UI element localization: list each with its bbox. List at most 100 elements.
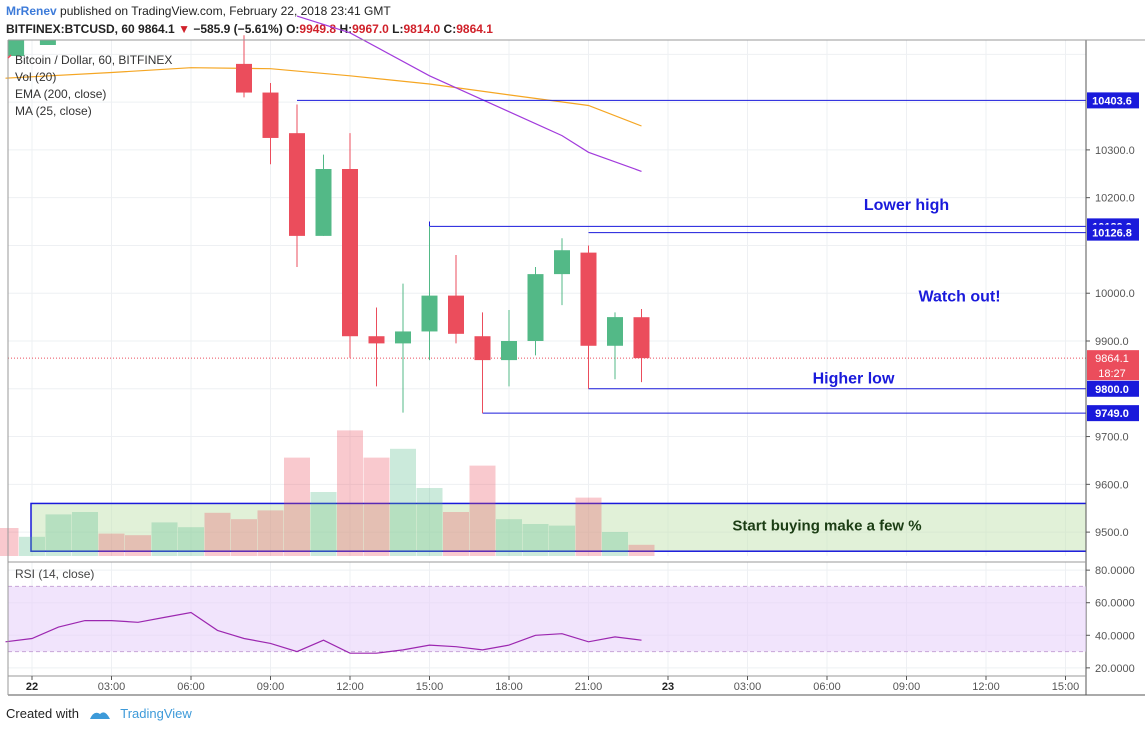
- price-axis-label: 9600.0: [1095, 479, 1129, 491]
- volume-bar: [416, 488, 443, 556]
- rsi-axis-label: 80.0000: [1095, 565, 1135, 577]
- candle-body: [448, 295, 464, 334]
- volume-bar: [628, 544, 655, 556]
- legend-item: Vol (20): [15, 70, 56, 84]
- candle-body: [262, 92, 279, 138]
- volume-bar: [19, 536, 45, 556]
- last-price-tag: [1087, 350, 1139, 381]
- ma-line: [296, 15, 642, 172]
- candle-body: [342, 169, 358, 337]
- candle-body: [474, 336, 491, 361]
- price-axis-label: 9500.0: [1095, 527, 1129, 539]
- last-price: 9864.1: [138, 22, 175, 36]
- price-tag: [1087, 405, 1139, 422]
- volume-bar: [125, 535, 151, 556]
- volume-bar: [0, 528, 19, 556]
- volume-bar: [549, 525, 575, 556]
- candle-body: [236, 63, 252, 93]
- candle-body: [607, 317, 623, 346]
- rsi-axis-label: 60.0000: [1095, 598, 1135, 610]
- volume-bar: [443, 512, 469, 556]
- annotation-text: Watch out!: [918, 289, 1000, 306]
- price-tag-label: 10126.8: [1092, 228, 1132, 240]
- buy-zone-box: [30, 502, 1093, 552]
- volume-bar: [178, 527, 204, 556]
- rsi-line: [5, 611, 642, 654]
- volume-bar: [602, 532, 628, 556]
- candle-body: [368, 336, 385, 344]
- ema-line: [5, 67, 642, 127]
- time-axis-label: 15:00: [1052, 681, 1080, 693]
- author-link[interactable]: MrRenev: [6, 4, 57, 18]
- price-tag-label: 10403.6: [1092, 95, 1132, 107]
- volume-bar: [575, 497, 602, 556]
- volume-bar: [257, 510, 284, 556]
- price-axis-label: 9700.0: [1095, 432, 1129, 444]
- countdown-label: 18:27: [1098, 368, 1126, 380]
- high-value: 9967.0: [352, 22, 389, 36]
- candle-body: [421, 295, 438, 332]
- time-axis-label: 03:00: [734, 681, 762, 693]
- volume-bar: [496, 519, 522, 556]
- price-change: −585.9 (−5.61%): [193, 22, 283, 36]
- symbol-name: BITFINEX:BTCUSD, 60: [6, 22, 135, 36]
- rsi-axis-label: 40.0000: [1095, 630, 1135, 642]
- price-tag: [1087, 224, 1139, 241]
- volume-bar: [310, 492, 337, 556]
- volume-bar: [231, 519, 257, 556]
- low-value: 9814.0: [403, 22, 441, 36]
- publish-info: MrRenev published on TradingView.com, Fe…: [6, 4, 391, 18]
- low-label: L:: [392, 22, 404, 36]
- published-text: published on TradingView.com, February 2…: [60, 4, 391, 18]
- price-axis-label: 9900.0: [1095, 336, 1129, 348]
- legend-item: Bitcoin / Dollar, 60, BITFINEX: [15, 53, 172, 67]
- candle-body: [395, 331, 411, 344]
- created-with-text: Created with: [6, 706, 79, 721]
- time-axis-label: 12:00: [336, 681, 364, 693]
- rsi-band: [8, 586, 1086, 652]
- legend-item: MA (25, close): [15, 104, 92, 118]
- candle-body: [527, 274, 544, 341]
- time-axis-label: 23: [662, 681, 674, 693]
- candle-body: [39, 40, 56, 45]
- candle-body: [554, 250, 570, 275]
- volume-bar: [337, 430, 363, 556]
- time-axis-label: 06:00: [813, 681, 841, 693]
- annotation-text: Higher low: [813, 370, 895, 387]
- open-label: O:: [286, 22, 300, 36]
- price-axis-label: 10300.0: [1095, 145, 1135, 157]
- candle-body: [501, 341, 517, 361]
- tradingview-logo-icon: [89, 711, 110, 719]
- candle-body: [8, 40, 25, 56]
- volume-bar: [522, 524, 549, 556]
- down-triangle-icon: ▼: [178, 22, 190, 36]
- rsi-title: RSI (14, close): [15, 567, 94, 581]
- price-axis-label: 10000.0: [1095, 288, 1135, 300]
- candle-body: [633, 317, 650, 359]
- time-axis-label: 03:00: [98, 681, 126, 693]
- volume-bar: [204, 512, 231, 556]
- price-tag: [1087, 380, 1139, 397]
- volume-bar: [363, 457, 390, 556]
- time-axis-label: 21:00: [575, 681, 603, 693]
- last-price-tag-label: 9864.1: [1095, 353, 1129, 365]
- rsi-axis-label: 20.0000: [1095, 663, 1135, 675]
- legend-item: EMA (200, close): [15, 87, 106, 101]
- chart-canvas[interactable]: Lower high Watch out! Higher low Start buyi…: [0, 0, 1145, 700]
- price-tag-label: 9800.0: [1095, 384, 1129, 396]
- tradingview-link[interactable]: TradingView: [120, 706, 192, 721]
- volume-bar: [98, 533, 125, 556]
- volume-bar: [72, 512, 98, 556]
- time-axis-label: 18:00: [495, 681, 523, 693]
- price-tag: [1087, 92, 1139, 109]
- candle-body: [580, 252, 597, 346]
- volume-bar: [151, 522, 178, 556]
- footer: Created with TradingView: [6, 706, 192, 722]
- annotation-text: Lower high: [864, 197, 949, 214]
- time-axis-label: 09:00: [893, 681, 921, 693]
- volume-bar: [469, 465, 496, 556]
- time-axis-label: 22: [26, 681, 38, 693]
- price-axis-label: 10200.0: [1095, 193, 1135, 205]
- legend-marker: [7, 54, 12, 59]
- close-label: C:: [443, 22, 457, 36]
